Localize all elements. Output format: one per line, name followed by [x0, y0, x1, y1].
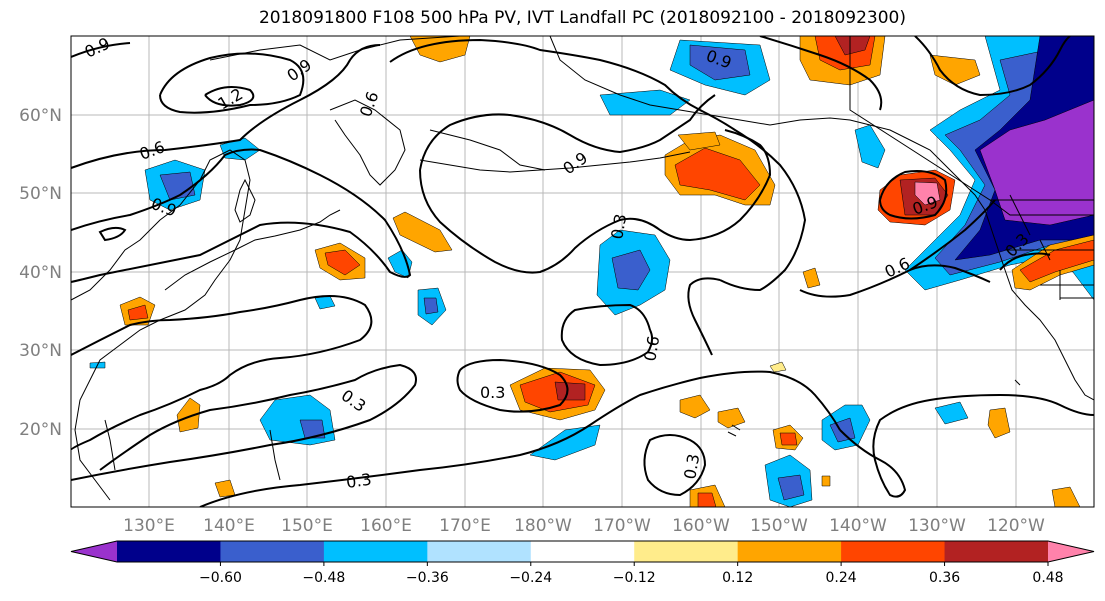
colorbar-swatch: [841, 541, 946, 562]
ivt-shading: [89, 36, 1094, 507]
colorbar-extend-max: [1048, 541, 1094, 562]
lon-label: 140°W: [829, 516, 887, 536]
colorbar-swatch: [220, 541, 325, 562]
colorbar-swatch: [944, 541, 1049, 562]
lon-label: 120°W: [987, 516, 1045, 536]
contour-label: 0.3: [607, 212, 630, 240]
lat-label: 30°N: [19, 341, 62, 361]
lon-label: 130°W: [908, 516, 966, 536]
colorbar-tick-label: 0.48: [1032, 570, 1063, 586]
pv-contours: [71, 36, 1094, 507]
colorbar-outline: [70, 540, 1095, 563]
colorbar-swatch: [323, 541, 428, 562]
lon-label: 140°E: [203, 516, 255, 536]
colorbar-tick-label: −0.60: [199, 570, 242, 586]
lon-label: 160°W: [672, 516, 730, 536]
lon-label: 160°E: [360, 516, 412, 536]
lon-labels: 130°E 140°E 150°E 160°E 170°E 180°W 170°…: [123, 516, 1045, 536]
lat-label: 20°N: [19, 420, 62, 440]
colorbar-tick-label: 0.24: [826, 570, 857, 586]
colorbar-tick-label: 0.36: [929, 570, 960, 586]
lon-label: 180°W: [514, 516, 572, 536]
lat-label: 50°N: [19, 184, 62, 204]
colorbar-swatch: [117, 541, 221, 562]
colorbar-extend-min: [71, 541, 117, 562]
map-title: 2018091800 F108 500 hPa PV, IVT Landfall…: [258, 8, 906, 28]
lon-label: 150°E: [281, 516, 333, 536]
lat-label: 60°N: [19, 106, 62, 126]
lat-labels: 60°N 50°N 40°N 30°N 20°N: [19, 106, 62, 440]
colorbar-tick-label: −0.24: [509, 570, 552, 586]
contour-label: 0.6: [640, 334, 663, 362]
contour-label: 0.3: [680, 452, 703, 480]
colorbar-tick-label: −0.12: [613, 570, 656, 586]
colorbar: −0.60 −0.48 −0.36 −0.24 −0.12 0.12 0.24 0.36 0.4…: [70, 540, 1095, 586]
lon-label: 150°W: [750, 516, 808, 536]
lon-label: 170°E: [439, 516, 491, 536]
colorbar-swatch: [634, 541, 739, 562]
contour-label: 0.3: [480, 383, 505, 402]
colorbar-swatch: [530, 541, 635, 562]
contour-label: 0.3: [345, 470, 373, 492]
coastlines: [71, 36, 1094, 501]
colorbar-swatch: [737, 541, 842, 562]
colorbar-tick-label: −0.36: [406, 570, 449, 586]
colorbar-tick-label: −0.48: [302, 570, 345, 586]
lat-label: 40°N: [19, 263, 62, 283]
colorbar-tick-label: 0.12: [722, 570, 753, 586]
map-frame: [70, 35, 1095, 508]
colorbar-swatch: [427, 541, 532, 562]
lon-label: 130°E: [123, 516, 175, 536]
lon-label: 170°W: [593, 516, 651, 536]
